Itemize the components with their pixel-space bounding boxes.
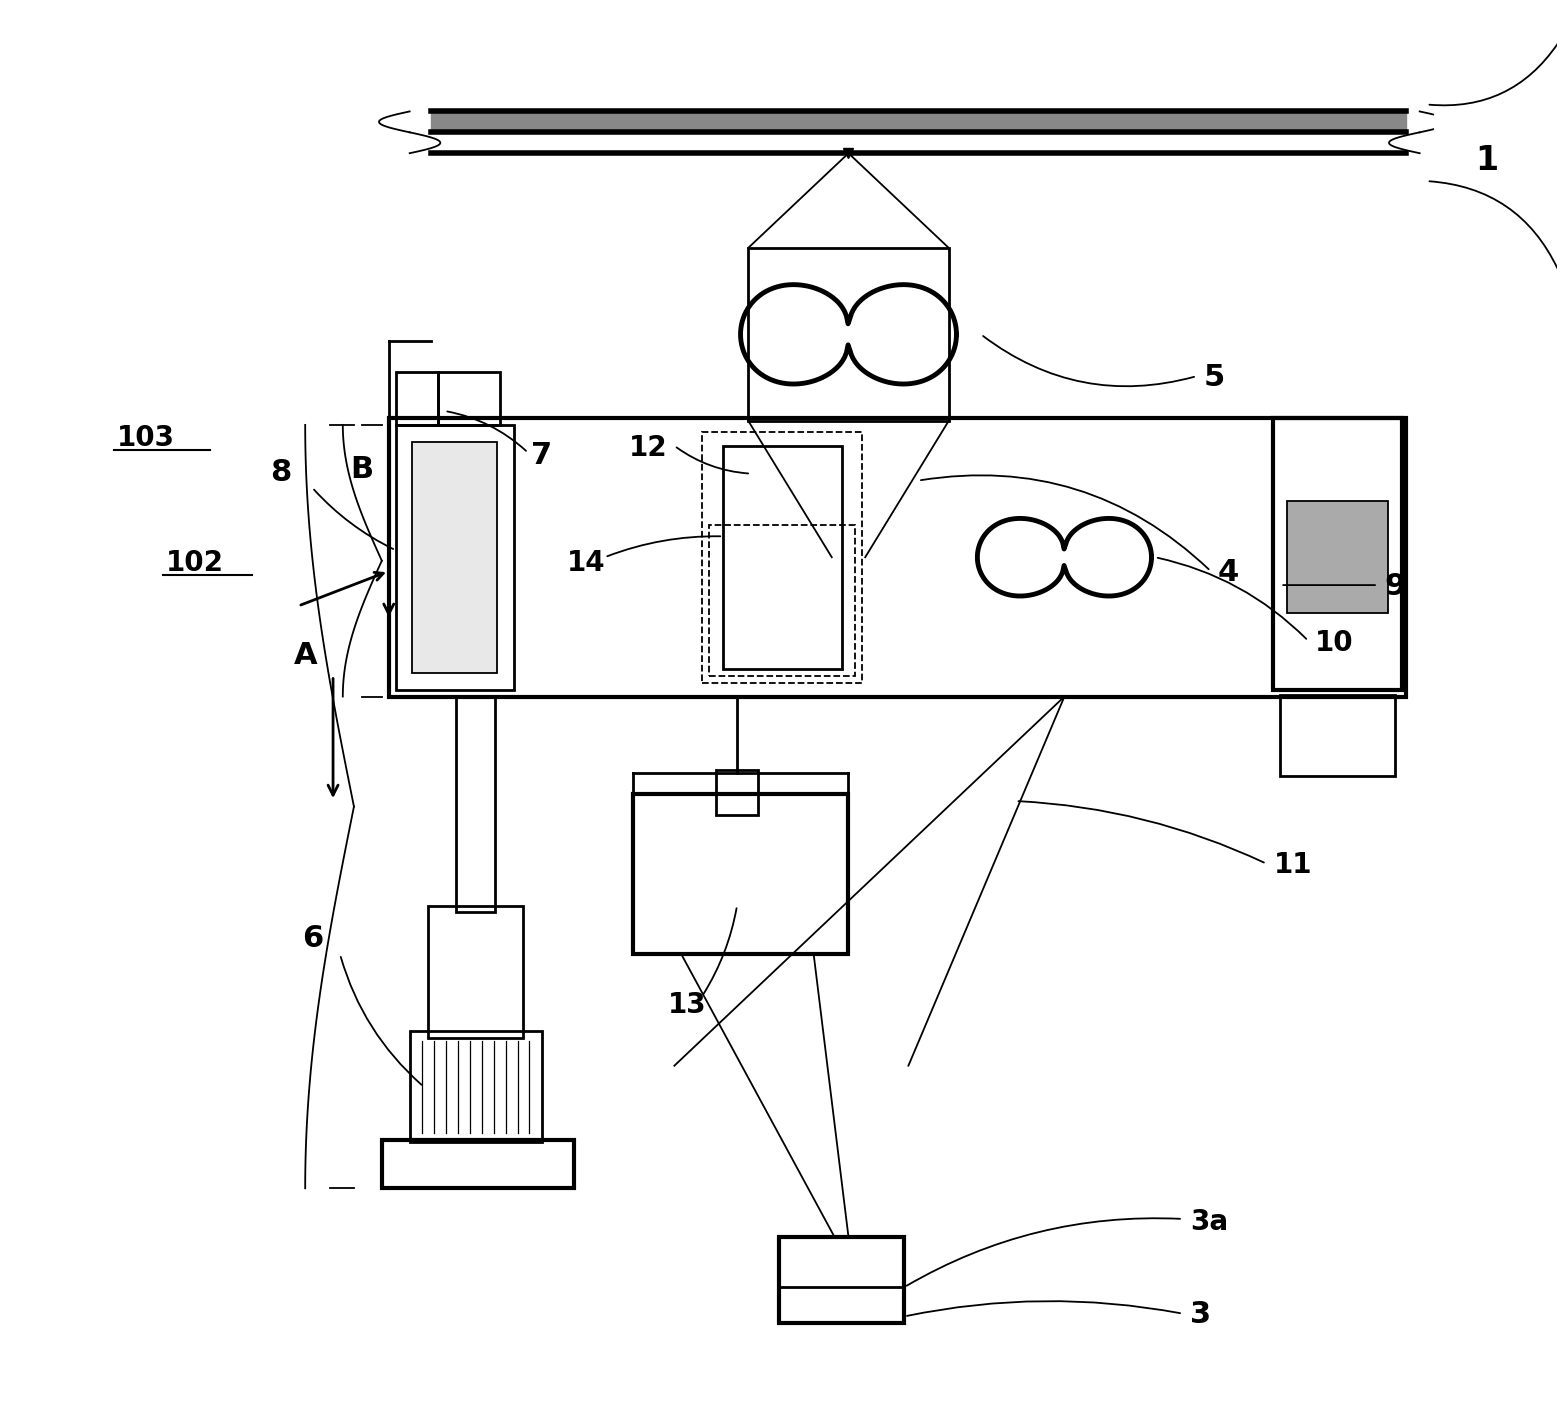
Text: 7: 7: [531, 440, 553, 470]
Bar: [1274, 418, 1401, 689]
Bar: [438, 371, 500, 425]
Bar: [409, 1031, 542, 1142]
Text: 10: 10: [1316, 629, 1355, 657]
Text: 6: 6: [302, 924, 324, 954]
Text: 3a: 3a: [1190, 1209, 1228, 1237]
Bar: [716, 771, 758, 815]
Text: 1: 1: [1476, 144, 1498, 177]
Bar: [749, 248, 948, 421]
Text: 14: 14: [567, 549, 606, 577]
Text: 102: 102: [167, 549, 224, 577]
Text: 9: 9: [1384, 571, 1406, 601]
Bar: [722, 446, 841, 668]
Bar: [381, 1140, 575, 1189]
Bar: [632, 794, 849, 954]
Text: 3: 3: [1190, 1300, 1211, 1330]
Text: 5: 5: [1204, 363, 1225, 393]
Text: 103: 103: [117, 424, 174, 452]
Bar: [1288, 501, 1387, 613]
Bar: [395, 371, 438, 425]
Bar: [702, 432, 863, 682]
Bar: [1280, 695, 1395, 775]
Bar: [395, 425, 514, 689]
Bar: [428, 906, 523, 1038]
Text: B: B: [350, 454, 372, 484]
Bar: [413, 442, 497, 673]
Bar: [389, 418, 1406, 696]
Bar: [778, 1237, 905, 1324]
Text: 8: 8: [271, 457, 291, 487]
Text: 11: 11: [1274, 851, 1313, 879]
Text: A: A: [294, 642, 318, 671]
Text: 4: 4: [1218, 559, 1239, 587]
Bar: [708, 525, 855, 675]
Text: 13: 13: [668, 991, 705, 1019]
Text: 12: 12: [629, 433, 666, 461]
Bar: [456, 696, 495, 913]
